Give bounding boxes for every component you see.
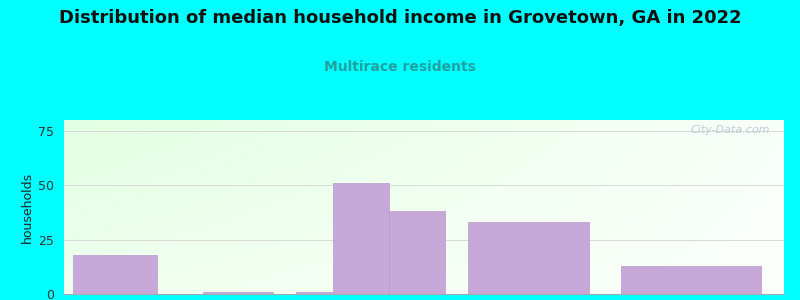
Text: City-Data.com: City-Data.com — [690, 125, 770, 135]
Bar — [468, 222, 589, 294]
Bar — [622, 266, 761, 294]
Bar — [389, 211, 445, 294]
Bar — [203, 292, 273, 294]
Text: Multirace residents: Multirace residents — [324, 60, 476, 74]
Bar — [296, 292, 334, 294]
Y-axis label: households: households — [21, 171, 34, 243]
Bar — [74, 255, 157, 294]
Text: Distribution of median household income in Grovetown, GA in 2022: Distribution of median household income … — [58, 9, 742, 27]
Bar — [334, 183, 389, 294]
